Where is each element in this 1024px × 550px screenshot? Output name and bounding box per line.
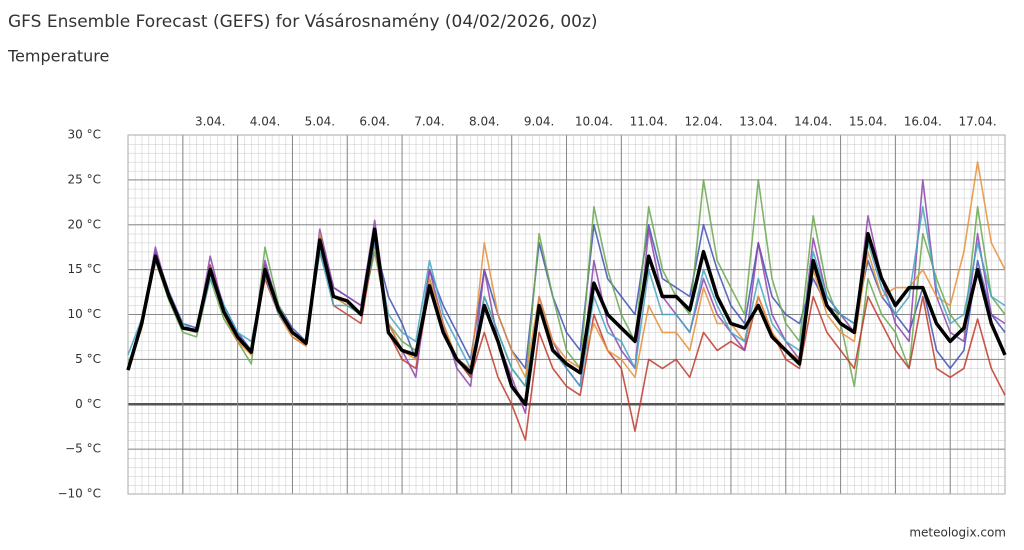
series-line: [127, 179, 1006, 388]
y-tick-label: 15 °C: [68, 262, 101, 276]
x-tick-label: 11.04.: [630, 115, 668, 129]
x-tick-label: 17.04.: [959, 115, 997, 129]
x-tick-label: 4.04.: [250, 115, 281, 129]
x-tick-label: 8.04.: [469, 115, 500, 129]
chart-subtitle: Temperature: [7, 47, 109, 66]
x-tick-label: 6.04.: [359, 115, 390, 129]
source: meteologix.com: [909, 526, 1006, 540]
y-tick-label: −5 °C: [65, 442, 101, 456]
series-line: [126, 227, 1007, 407]
x-tick-label: 15.04.: [849, 115, 887, 129]
y-tick-label: −10 °C: [57, 487, 101, 501]
y-tick-label: 30 °C: [68, 128, 101, 142]
y-tick-label: 5 °C: [75, 352, 101, 366]
x-tick-label: 13.04.: [739, 115, 777, 129]
x-tick-label: 10.04.: [575, 115, 613, 129]
x-tick-label: 9.04.: [524, 115, 555, 129]
x-tick-label: 5.04.: [305, 115, 336, 129]
y-tick-label: 0 °C: [75, 397, 101, 411]
x-tick-label: 16.04.: [904, 115, 942, 129]
y-tick-label: 20 °C: [68, 217, 101, 231]
y-tick-label: 10 °C: [68, 307, 101, 321]
x-tick-label: 7.04.: [414, 115, 445, 129]
y-tick-label: 25 °C: [68, 172, 101, 186]
chart-title: GFS Ensemble Forecast (GEFS) for Vásáros…: [8, 12, 598, 32]
x-tick-label: 12.04.: [684, 115, 722, 129]
x-tick-label: 14.04.: [794, 115, 832, 129]
x-tick-label: 3.04.: [195, 115, 226, 129]
